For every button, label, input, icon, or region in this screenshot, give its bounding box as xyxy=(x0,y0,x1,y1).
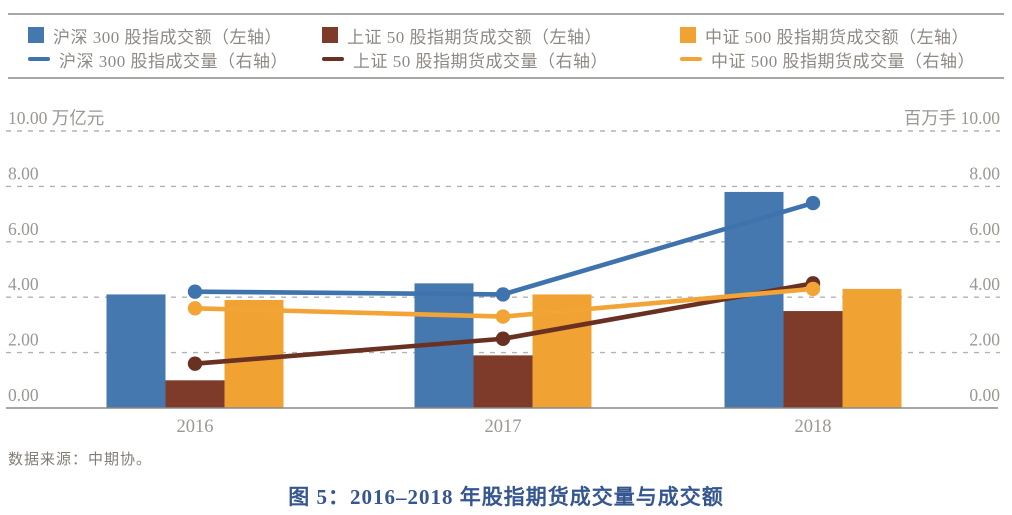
legend-item-zz500-volume: 中证 500 股指期货成交量（右轴） xyxy=(680,47,975,71)
svg-text:4.00: 4.00 xyxy=(8,274,39,294)
legend-item-hs300-turnover: 沪深 300 股指成交额（左轴） xyxy=(28,23,288,47)
legend-item-label: 上证 50 股指期货成交额（左轴） xyxy=(347,27,602,47)
legend-column-sz50: 上证 50 股指期货成交额（左轴） 上证 50 股指期货成交量（右轴） xyxy=(322,23,608,71)
svg-text:2.00: 2.00 xyxy=(8,330,39,350)
svg-text:2017: 2017 xyxy=(485,417,522,437)
top-divider xyxy=(8,13,1004,15)
chart-legend: 沪深 300 股指成交额（左轴） 沪深 300 股指成交量（右轴） 上证 50 … xyxy=(0,23,1012,75)
hs300-turnover-swatch-icon xyxy=(28,27,44,43)
svg-text:10.00 万亿元: 10.00 万亿元 xyxy=(8,108,104,128)
svg-text:0.00: 0.00 xyxy=(969,385,1000,405)
legend-column-hs300: 沪深 300 股指成交额（左轴） 沪深 300 股指成交量（右轴） xyxy=(28,23,288,71)
legend-item-hs300-volume: 沪深 300 股指成交量（右轴） xyxy=(28,47,288,71)
svg-text:0.00: 0.00 xyxy=(8,385,39,405)
sz50-volume-line-swatch-icon xyxy=(322,57,344,61)
legend-item-label: 沪深 300 股指成交量（右轴） xyxy=(59,51,288,71)
svg-text:2.00: 2.00 xyxy=(969,330,1000,350)
figure-caption: 图 5：2016–2018 年股指期货成交量与成交额 xyxy=(288,485,724,509)
svg-text:6.00: 6.00 xyxy=(969,219,1000,239)
hs300-volume-line-swatch-icon xyxy=(28,57,50,61)
svg-text:8.00: 8.00 xyxy=(8,163,39,183)
legend-item-label: 中证 500 股指期货成交额（左轴） xyxy=(705,27,969,47)
svg-text:2018: 2018 xyxy=(795,417,832,437)
legend-item-zz500-turnover: 中证 500 股指期货成交额（左轴） xyxy=(680,23,975,47)
legend-item-label: 中证 500 股指期货成交量（右轴） xyxy=(711,51,975,71)
svg-text:4.00: 4.00 xyxy=(969,274,1000,294)
svg-text:8.00: 8.00 xyxy=(969,163,1000,183)
svg-text:百万手 10.00: 百万手 10.00 xyxy=(904,108,1000,128)
data-source-note: 数据来源：中期协。 xyxy=(8,452,153,468)
svg-text:2016: 2016 xyxy=(177,417,214,437)
sz50-turnover-swatch-icon xyxy=(322,27,338,43)
legend-column-zz500: 中证 500 股指期货成交额（左轴） 中证 500 股指期货成交量（右轴） xyxy=(680,23,975,71)
legend-item-label: 沪深 300 股指成交额（左轴） xyxy=(53,27,282,47)
zz500-turnover-swatch-icon xyxy=(680,27,696,43)
chart-canvas: 0.00 0.00 2.00 2.00 4.00 4.00 6.00 6.00 8.00 8.00… xyxy=(6,108,1000,437)
zz500-volume-line-swatch-icon xyxy=(680,57,702,61)
svg-text:6.00: 6.00 xyxy=(8,219,39,239)
legend-item-label: 上证 50 股指期货成交量（右轴） xyxy=(353,51,608,71)
legend-divider xyxy=(8,77,1004,79)
legend-item-sz50-turnover: 上证 50 股指期货成交额（左轴） xyxy=(322,23,608,47)
legend-item-sz50-volume: 上证 50 股指期货成交量（右轴） xyxy=(322,47,608,71)
